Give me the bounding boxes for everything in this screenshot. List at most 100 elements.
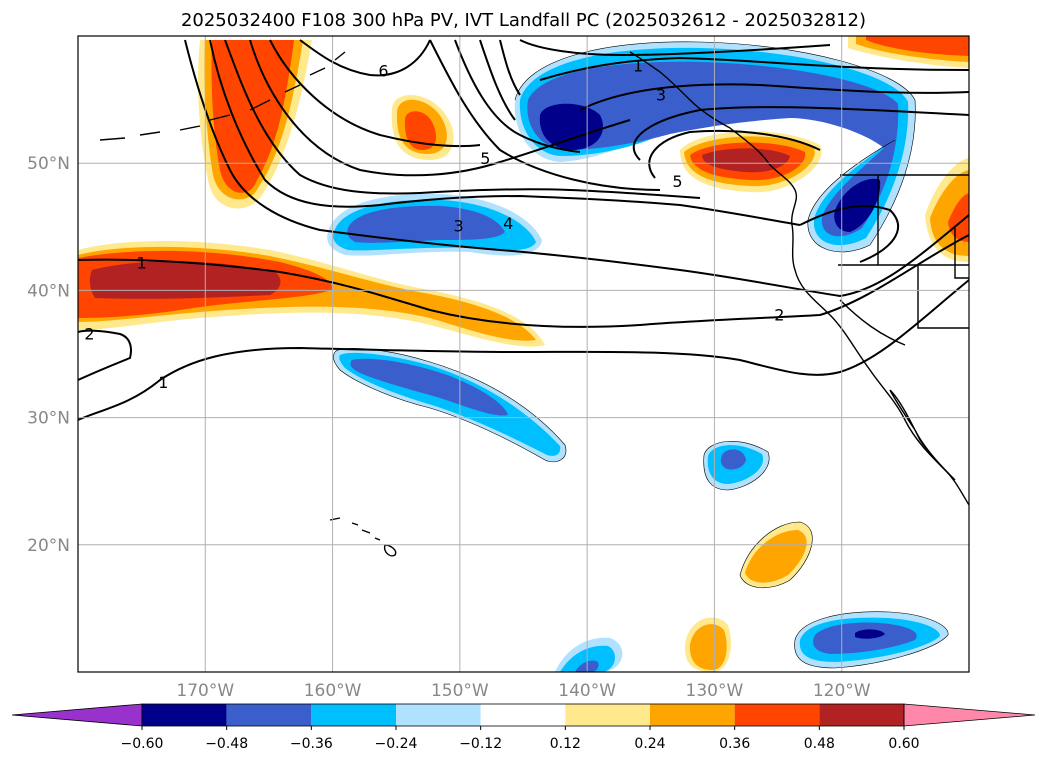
lat-tick-label: 30°N — [27, 409, 70, 429]
pv-contour — [519, 39, 831, 57]
colorbar-tick-label: −0.36 — [290, 736, 333, 752]
colorbar-segment — [734, 704, 820, 726]
pv-contour — [224, 39, 701, 199]
state-border — [839, 299, 906, 346]
pv-contour — [78, 279, 969, 421]
aleutians — [99, 51, 346, 141]
contour-label: 3 — [656, 86, 666, 105]
lon-tick-label: 150°W — [431, 681, 489, 701]
pv-contour — [648, 129, 821, 179]
colorbar-tick-label: −0.12 — [459, 736, 502, 752]
pv-contour — [78, 234, 969, 328]
contour-label: 2 — [84, 325, 94, 344]
colorbar-segment — [311, 704, 396, 726]
gridlines — [78, 36, 969, 672]
latitude-tick-labels: 20°N 30°N 40°N 50°N — [27, 154, 70, 556]
colorbar-tick-label: 0.24 — [634, 736, 665, 752]
pv-contour — [479, 39, 516, 121]
lat-tick-label: 20°N — [27, 536, 70, 556]
shade-brpos-4 — [702, 148, 790, 173]
contour-label: 2 — [774, 306, 784, 325]
shade-bn-1 — [527, 61, 899, 237]
shading-outlines — [333, 41, 949, 669]
hawaii-islands — [329, 517, 397, 557]
colorbar-extend-low — [11, 703, 143, 727]
contour-label: 1 — [633, 56, 643, 75]
shade-bn-2 — [347, 205, 505, 243]
pv-contour — [499, 39, 521, 96]
colorbar-segment — [480, 704, 566, 726]
pv-contours — [78, 39, 969, 421]
chart-title: 2025032400 F108 300 hPa PV, IVT Landfall… — [180, 10, 867, 31]
shade-dn-5 — [855, 629, 885, 639]
pv-contour — [579, 83, 969, 111]
lon-tick-label: 130°W — [686, 681, 744, 701]
contour-label: 5 — [672, 172, 682, 191]
shade-rpos-3 — [404, 111, 437, 150]
pv-contour — [184, 39, 969, 298]
colorbar-tick-label: 0.60 — [888, 736, 919, 752]
lon-tick-label: 170°W — [176, 681, 234, 701]
colorbar-segment — [819, 704, 904, 726]
shade-rpos-1 — [211, 40, 294, 193]
colorbar-tick-label: 0.12 — [550, 736, 581, 752]
pv-contour — [454, 39, 581, 153]
colorbar-tick-label: −0.24 — [375, 736, 418, 752]
contour-label: 1 — [137, 253, 147, 272]
pv-contour — [539, 56, 969, 81]
shade-opos-7 — [745, 530, 807, 583]
colorbar-tick-label: 0.36 — [719, 736, 750, 752]
pv-contour — [78, 329, 132, 381]
outline — [703, 441, 770, 491]
shade-bn-3 — [350, 358, 508, 416]
pv-contour — [429, 39, 661, 191]
colorbar-tick-label: −0.48 — [205, 736, 248, 752]
colorbar-segment — [396, 704, 481, 726]
contour-label: 1 — [158, 373, 168, 392]
outline — [333, 348, 567, 463]
lon-tick-label: 140°W — [558, 681, 616, 701]
pv-contour — [269, 39, 481, 148]
pc-positive-shading — [78, 36, 969, 672]
pv-contour — [299, 39, 431, 77]
pv-contour — [209, 39, 801, 226]
contour-label: 3 — [453, 217, 463, 236]
colorbar-tick-label: 0.48 — [804, 736, 835, 752]
outline — [739, 521, 813, 589]
longitude-tick-labels: 170°W 160°W 150°W 140°W 130°W 120°W — [176, 681, 870, 701]
colorbar-segment — [226, 704, 312, 726]
pv-contour — [249, 39, 631, 177]
lon-tick-label: 160°W — [304, 681, 362, 701]
state-border — [917, 265, 969, 329]
outline — [794, 611, 949, 669]
coastline-north-america — [629, 51, 969, 506]
colorbar-segment — [142, 704, 227, 726]
coastlines — [99, 51, 969, 557]
shade-rpos-6 — [948, 193, 969, 242]
pv-contour — [632, 106, 969, 161]
state-border — [954, 228, 969, 279]
contour-label: 5 — [480, 149, 490, 168]
shade-brpos-2 — [89, 261, 281, 299]
colorbar-frame — [141, 703, 905, 727]
map-frame — [77, 35, 970, 673]
contour-label: 4 — [503, 214, 513, 233]
colorbar-extend-high — [903, 703, 1036, 727]
shade-bn-4 — [720, 449, 746, 470]
pv-contour — [799, 204, 900, 263]
colorbar: −0.60 −0.48 −0.36 −0.24 −0.12 0.12 0.24 0.36 0.4… — [11, 703, 1036, 752]
colorbar-segment — [650, 704, 735, 726]
contour-label: 6 — [378, 61, 388, 80]
outline — [514, 41, 916, 253]
lon-tick-label: 120°W — [813, 681, 871, 701]
lat-tick-label: 50°N — [27, 154, 70, 174]
shade-rpos-5 — [866, 36, 969, 56]
lat-tick-label: 40°N — [27, 281, 70, 301]
baja-california — [889, 389, 956, 481]
colorbar-tick-label: −0.60 — [121, 736, 164, 752]
colorbar-segment — [565, 704, 650, 726]
shade-opos-8 — [689, 624, 727, 670]
